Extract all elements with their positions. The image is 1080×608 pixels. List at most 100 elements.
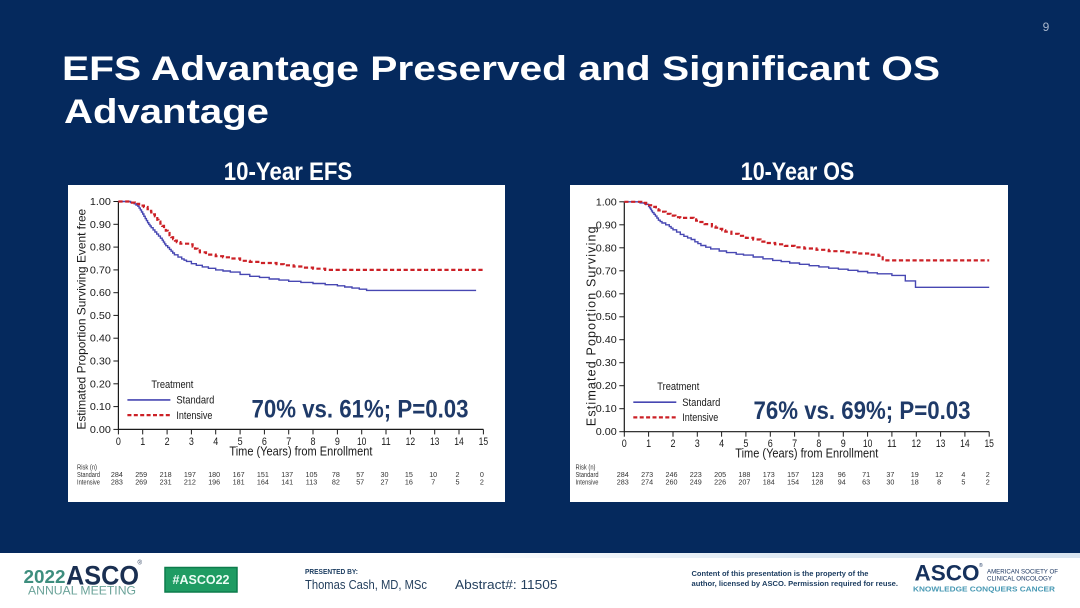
svg-text:260: 260 bbox=[666, 478, 678, 487]
svg-text:14: 14 bbox=[960, 438, 970, 450]
svg-text:6: 6 bbox=[768, 438, 773, 450]
svg-text:8: 8 bbox=[311, 436, 316, 448]
svg-text:207: 207 bbox=[738, 478, 750, 487]
svg-text:269: 269 bbox=[135, 478, 147, 487]
svg-text:KNOWLEDGE CONQUERS CANCER: KNOWLEDGE CONQUERS CANCER bbox=[913, 584, 1056, 593]
svg-text:Advantage: Advantage bbox=[64, 93, 269, 131]
svg-text:13: 13 bbox=[430, 436, 440, 448]
svg-text:1.00: 1.00 bbox=[596, 196, 617, 208]
svg-text:14: 14 bbox=[454, 436, 464, 448]
svg-text:205: 205 bbox=[714, 470, 726, 479]
svg-text:0.30: 0.30 bbox=[596, 357, 617, 369]
svg-text:167: 167 bbox=[233, 470, 245, 479]
svg-text:®: ® bbox=[138, 560, 143, 567]
svg-text:10-Year EFS: 10-Year EFS bbox=[224, 158, 353, 186]
svg-text:164: 164 bbox=[257, 478, 269, 487]
svg-text:ANNUAL MEETING: ANNUAL MEETING bbox=[28, 584, 136, 598]
svg-text:8: 8 bbox=[816, 438, 821, 450]
svg-text:30: 30 bbox=[886, 478, 894, 487]
svg-text:3: 3 bbox=[695, 438, 700, 450]
svg-text:0.00: 0.00 bbox=[90, 424, 111, 436]
svg-text:123: 123 bbox=[811, 470, 823, 479]
svg-text:284: 284 bbox=[111, 470, 123, 479]
svg-text:13: 13 bbox=[936, 438, 946, 450]
svg-text:5: 5 bbox=[456, 478, 460, 487]
svg-text:0: 0 bbox=[480, 470, 484, 479]
svg-text:0.60: 0.60 bbox=[596, 288, 617, 300]
svg-text:188: 188 bbox=[738, 470, 750, 479]
svg-text:283: 283 bbox=[617, 478, 629, 487]
svg-text:15: 15 bbox=[984, 438, 994, 450]
svg-text:212: 212 bbox=[184, 478, 196, 487]
svg-text:5: 5 bbox=[238, 436, 243, 448]
svg-text:37: 37 bbox=[886, 470, 894, 479]
svg-text:18: 18 bbox=[911, 478, 919, 487]
svg-text:Thomas Cash, MD, MSc: Thomas Cash, MD, MSc bbox=[305, 577, 427, 592]
svg-text:94: 94 bbox=[838, 478, 846, 487]
svg-text:273: 273 bbox=[641, 470, 653, 479]
svg-text:9: 9 bbox=[841, 438, 846, 450]
svg-text:0.40: 0.40 bbox=[596, 334, 617, 346]
svg-text:0.20: 0.20 bbox=[90, 378, 111, 390]
svg-text:EFS Advantage Preserved and Si: EFS Advantage Preserved and Significant … bbox=[62, 50, 940, 88]
svg-text:11: 11 bbox=[887, 438, 897, 450]
svg-text:27: 27 bbox=[381, 478, 389, 487]
svg-text:12: 12 bbox=[406, 436, 416, 448]
svg-text:226: 226 bbox=[714, 478, 726, 487]
svg-text:180: 180 bbox=[208, 470, 220, 479]
svg-text:5: 5 bbox=[961, 478, 965, 487]
svg-text:2: 2 bbox=[480, 478, 484, 487]
svg-text:Risk (n): Risk (n) bbox=[576, 465, 596, 472]
svg-text:274: 274 bbox=[641, 478, 653, 487]
svg-text:Intensive: Intensive bbox=[77, 480, 100, 487]
svg-text:283: 283 bbox=[111, 478, 123, 487]
svg-text:63: 63 bbox=[862, 478, 870, 487]
svg-text:CLINICAL ONCOLOGY: CLINICAL ONCOLOGY bbox=[987, 575, 1053, 582]
svg-text:1.00: 1.00 bbox=[90, 196, 111, 208]
svg-text:9: 9 bbox=[335, 436, 340, 448]
svg-text:PRESENTED BY:: PRESENTED BY: bbox=[305, 567, 358, 576]
svg-text:2022: 2022 bbox=[24, 566, 66, 587]
svg-text:ASCO: ASCO bbox=[66, 560, 139, 590]
svg-text:184: 184 bbox=[763, 478, 775, 487]
svg-text:284: 284 bbox=[617, 470, 629, 479]
svg-text:113: 113 bbox=[306, 478, 317, 487]
svg-text:12: 12 bbox=[912, 438, 922, 450]
svg-text:0.30: 0.30 bbox=[90, 356, 111, 368]
svg-text:4: 4 bbox=[213, 436, 218, 448]
svg-text:7: 7 bbox=[792, 438, 797, 450]
svg-text:0.10: 0.10 bbox=[596, 403, 617, 415]
svg-text:0.80: 0.80 bbox=[90, 242, 111, 254]
svg-text:Estimated Proportion Surviving: Estimated Proportion Surviving Event fre… bbox=[75, 208, 89, 429]
svg-text:196: 196 bbox=[208, 478, 220, 487]
svg-text:16: 16 bbox=[405, 478, 413, 487]
svg-text:19: 19 bbox=[911, 470, 919, 479]
svg-text:3: 3 bbox=[189, 436, 194, 448]
svg-text:231: 231 bbox=[160, 478, 172, 487]
svg-text:0.70: 0.70 bbox=[90, 264, 111, 276]
svg-text:105: 105 bbox=[306, 470, 318, 479]
svg-text:0.00: 0.00 bbox=[596, 426, 617, 438]
svg-text:15: 15 bbox=[405, 470, 413, 479]
svg-text:5: 5 bbox=[743, 438, 748, 450]
svg-text:30: 30 bbox=[381, 470, 389, 479]
svg-text:12: 12 bbox=[935, 470, 943, 479]
svg-text:0: 0 bbox=[116, 436, 121, 448]
svg-text:Estimated Poportion Surviving: Estimated Poportion Surviving bbox=[585, 225, 599, 426]
svg-text:1: 1 bbox=[646, 438, 651, 450]
svg-text:96: 96 bbox=[838, 470, 846, 479]
svg-text:0.90: 0.90 bbox=[90, 219, 111, 231]
svg-text:9: 9 bbox=[1043, 20, 1050, 34]
svg-text:Intensive: Intensive bbox=[682, 412, 718, 424]
svg-text:author, licensed by ASCO. Perm: author, licensed by ASCO. Permission req… bbox=[692, 579, 899, 588]
svg-text:82: 82 bbox=[332, 478, 340, 487]
svg-text:Abstract#: 11505: Abstract#: 11505 bbox=[455, 577, 558, 592]
svg-text:ASCO: ASCO bbox=[915, 560, 980, 585]
svg-text:Standard: Standard bbox=[176, 395, 214, 407]
svg-text:181: 181 bbox=[233, 478, 245, 487]
svg-text:1: 1 bbox=[140, 436, 145, 448]
svg-text:Content of this presentation i: Content of this presentation is the prop… bbox=[692, 569, 869, 578]
svg-text:141: 141 bbox=[281, 478, 293, 487]
svg-text:2: 2 bbox=[986, 478, 990, 487]
svg-text:197: 197 bbox=[184, 470, 196, 479]
